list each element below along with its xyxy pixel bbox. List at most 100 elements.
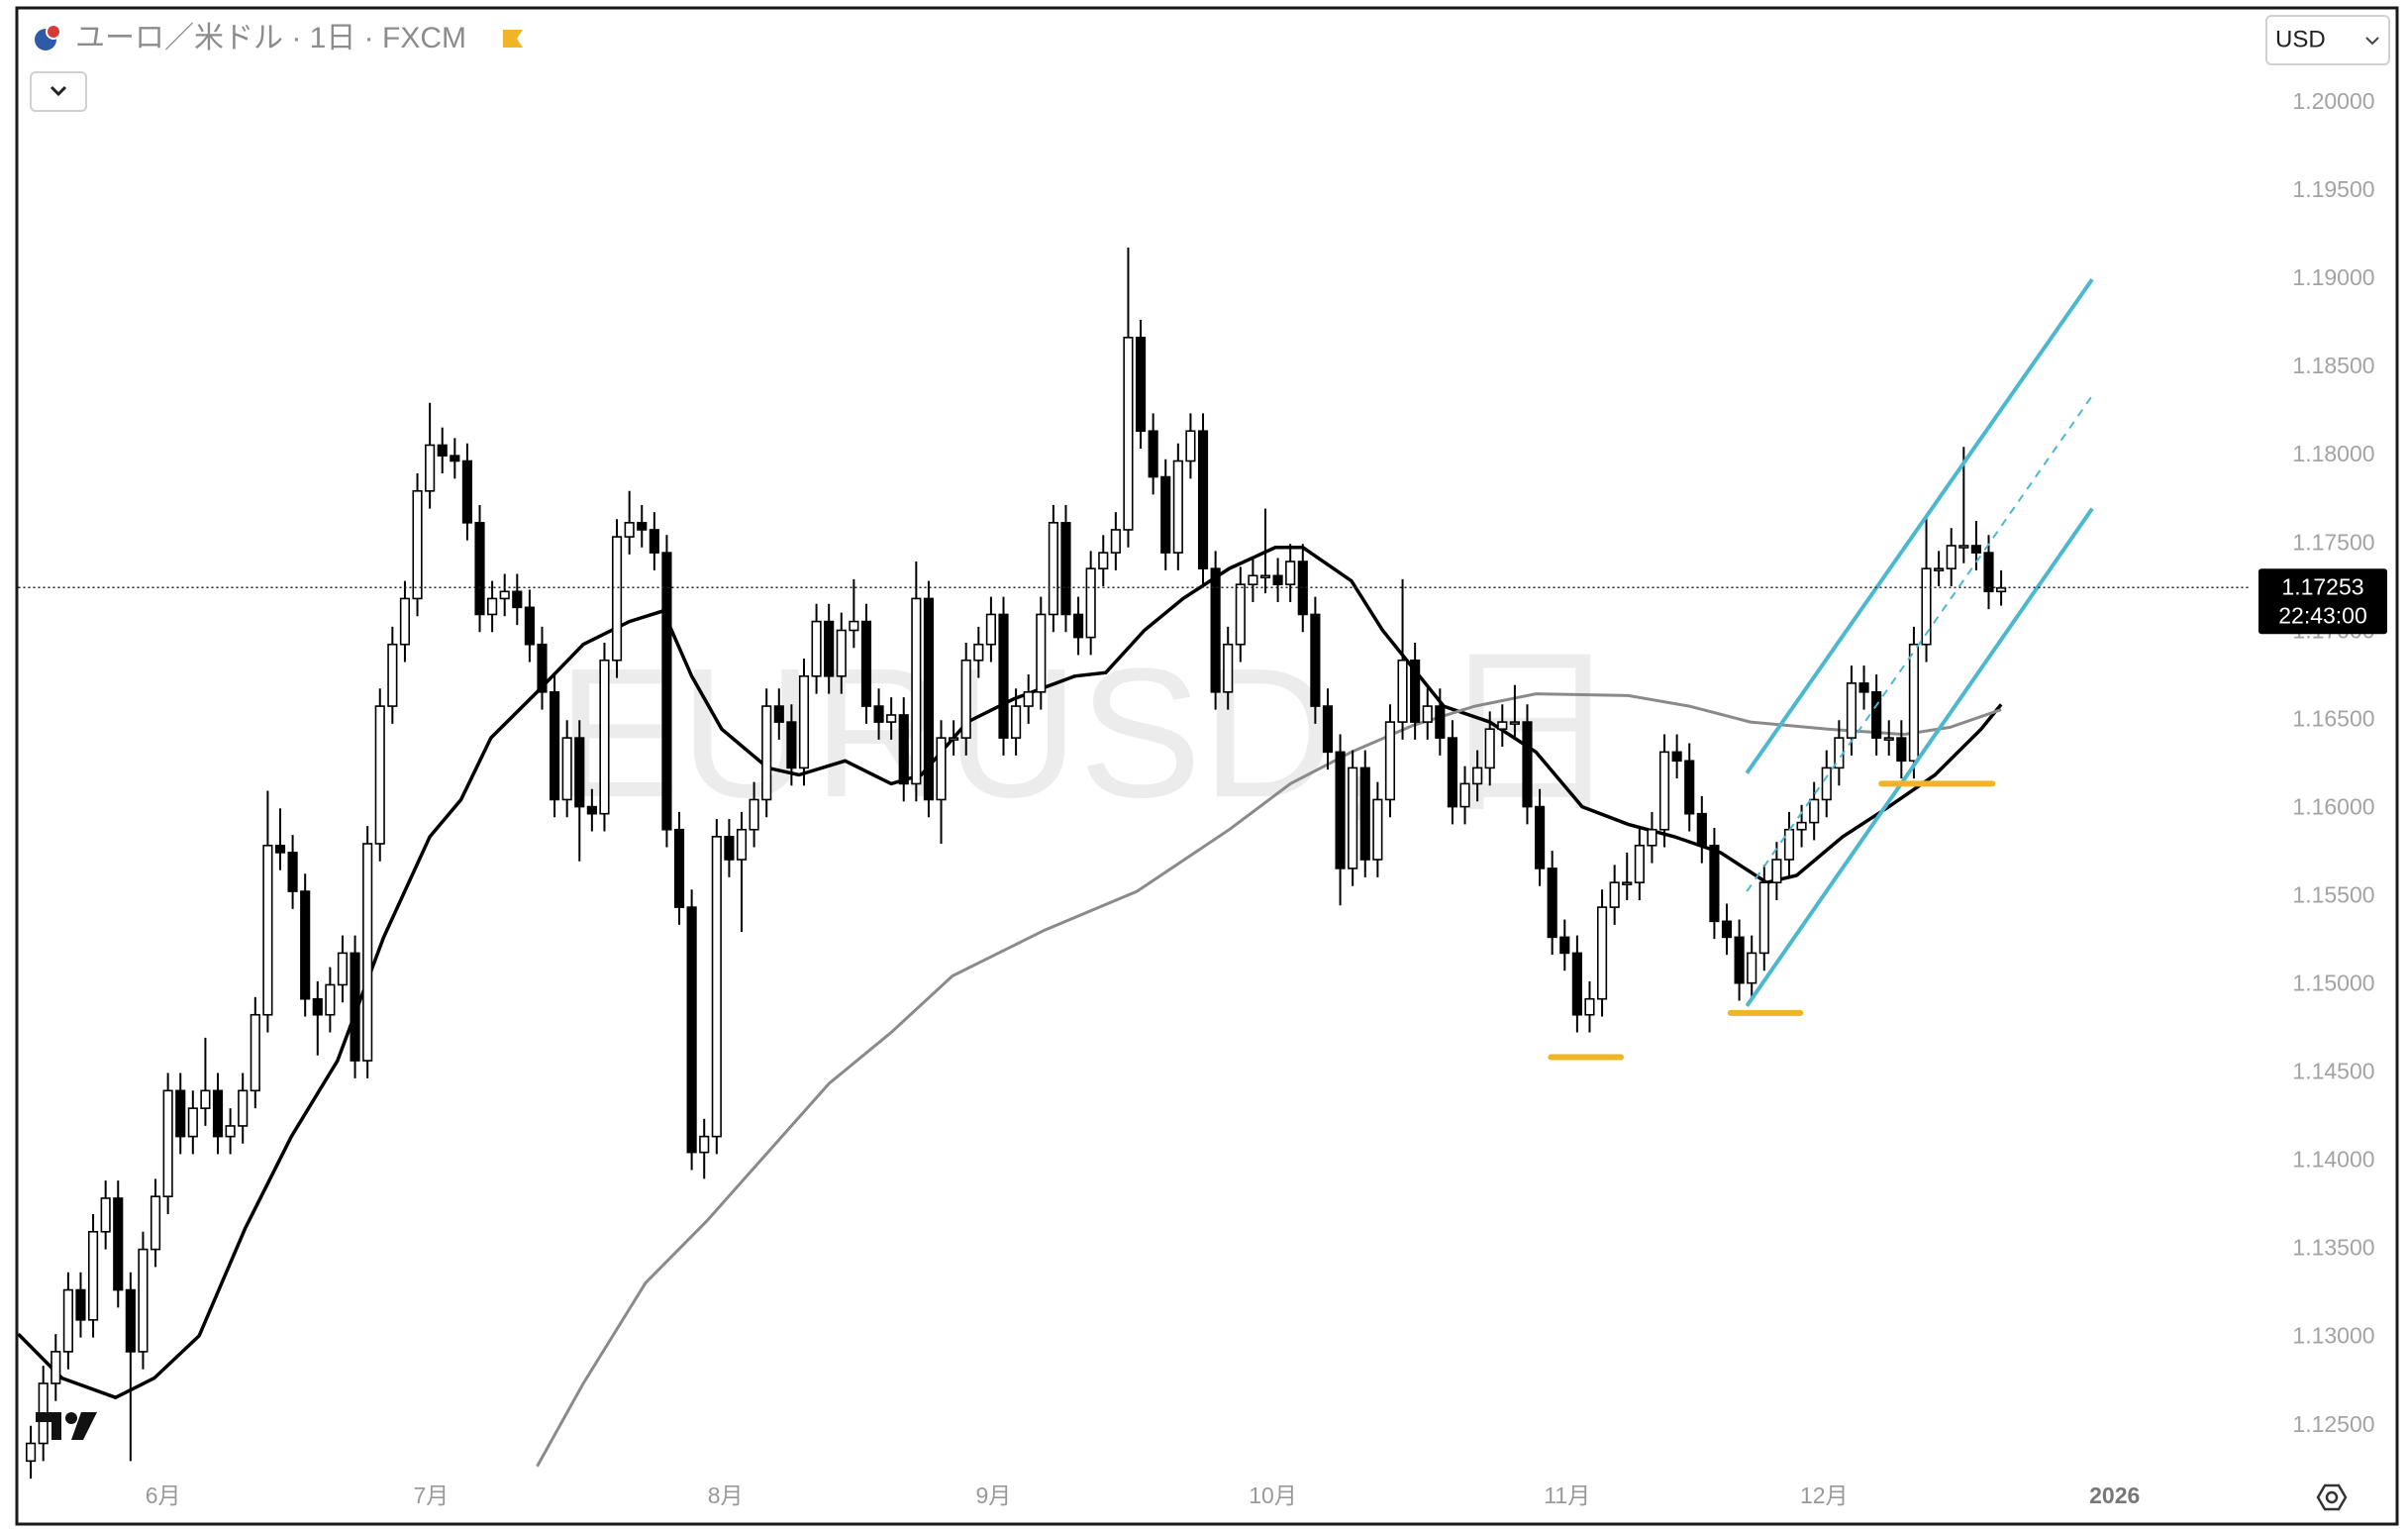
y-tick-label: 1.19000	[2292, 264, 2374, 290]
y-tick-label: 1.13500	[2292, 1235, 2374, 1261]
candle-body	[773, 705, 784, 723]
candle-body	[1160, 475, 1171, 554]
collapse-button[interactable]	[30, 71, 87, 112]
x-tick-label: 10月	[1249, 1482, 1297, 1508]
candle-body	[412, 489, 423, 600]
currency-select[interactable]: USD	[2265, 15, 2390, 65]
y-tick-label: 1.14000	[2292, 1147, 2374, 1173]
y-tick-label: 1.16500	[2292, 705, 2374, 731]
candle-body	[200, 1089, 211, 1109]
flag-icon	[503, 30, 523, 48]
candle-body	[1148, 430, 1158, 478]
candle-body	[550, 691, 560, 801]
candle-body	[1734, 936, 1745, 984]
candle-body	[1559, 936, 1570, 955]
candle-body	[1172, 460, 1183, 554]
y-tick-label: 1.20000	[2292, 88, 2374, 114]
candle-body	[599, 659, 610, 815]
candle-body	[1285, 561, 1296, 585]
candle-body	[686, 906, 697, 1154]
candle-body	[1596, 906, 1608, 1000]
candle-body	[611, 536, 623, 662]
candle-body	[1397, 659, 1408, 723]
candle-body	[1747, 952, 1757, 984]
candle-body	[873, 705, 884, 723]
candle-body	[761, 705, 772, 801]
candle-body	[1758, 881, 1769, 955]
candle-body	[1435, 705, 1446, 739]
candle-body	[1921, 567, 1932, 646]
last-price-label: 1.17253	[2281, 573, 2363, 599]
candle-body	[437, 444, 448, 457]
candle-body	[1684, 760, 1695, 815]
candle-body	[1571, 952, 1582, 1016]
candle-body	[399, 597, 411, 646]
candle-body	[1335, 751, 1346, 869]
y-tick-label: 1.14500	[2292, 1059, 2374, 1084]
candle-body	[26, 1442, 37, 1463]
candle-body	[1547, 868, 1557, 939]
candle-body	[1359, 766, 1370, 861]
candle-body	[1908, 643, 1920, 763]
candle-body	[1671, 751, 1682, 763]
candle-body	[1110, 529, 1121, 554]
candle-body	[824, 620, 835, 677]
channel-line	[1745, 277, 2094, 774]
x-tick-label: 12月	[1800, 1482, 1849, 1508]
candle-body	[1497, 721, 1508, 731]
candle-body	[1721, 920, 1733, 939]
candle-body	[1796, 821, 1807, 831]
candle-body	[325, 983, 336, 1016]
candle-body	[374, 705, 385, 845]
candle-body	[586, 805, 597, 815]
candle-body	[499, 590, 510, 600]
candle-body	[1883, 737, 1894, 741]
candle-body	[973, 643, 984, 662]
plot-area	[17, 248, 2251, 1480]
candle-body	[886, 714, 897, 723]
channel-line	[1746, 395, 2093, 892]
candle-body	[1996, 586, 2007, 593]
candle-body	[537, 643, 548, 693]
candle-body	[1946, 545, 1956, 569]
candle-body	[786, 721, 797, 769]
candle-body	[811, 620, 822, 677]
candle-body	[425, 444, 436, 492]
candle-body	[1185, 430, 1196, 462]
candle-body	[1259, 574, 1271, 579]
candle-body	[836, 629, 847, 677]
candle-body	[998, 613, 1009, 739]
y-tick-label: 1.19500	[2292, 176, 2374, 202]
candle-body	[162, 1089, 173, 1197]
candle-body	[1372, 798, 1383, 861]
candle-body	[1896, 737, 1907, 763]
settings-icon[interactable]	[2316, 1483, 2348, 1511]
candle-body	[100, 1197, 111, 1233]
x-tick-label: 2026	[2089, 1482, 2140, 1508]
candle-body	[461, 460, 473, 524]
candle-body	[923, 597, 935, 801]
candle-body	[1821, 766, 1832, 801]
candle-body	[1958, 545, 1969, 549]
candle-body	[849, 620, 859, 632]
candle-body	[1422, 705, 1433, 723]
candle-body	[1023, 691, 1034, 707]
candle-body	[1048, 522, 1058, 616]
candle-body	[1098, 552, 1109, 569]
candle-body	[749, 798, 759, 831]
candle-body	[1085, 567, 1096, 639]
candle-body	[262, 844, 273, 1016]
candle-body	[87, 1230, 99, 1321]
candle-body	[1447, 737, 1458, 808]
candle-body	[661, 552, 672, 831]
candle-body	[699, 1135, 710, 1154]
candle-body	[1348, 766, 1358, 869]
candle-body	[250, 1013, 260, 1092]
candle-body	[1934, 567, 1945, 571]
moving-average	[536, 692, 2002, 1468]
candle-body	[911, 597, 922, 785]
tradingview-logo	[36, 1412, 97, 1440]
candle-body	[1771, 859, 1782, 883]
chart-title: ユーロ／米ドル · 1日 · FXCM	[75, 22, 466, 54]
candle-body	[1036, 613, 1047, 693]
